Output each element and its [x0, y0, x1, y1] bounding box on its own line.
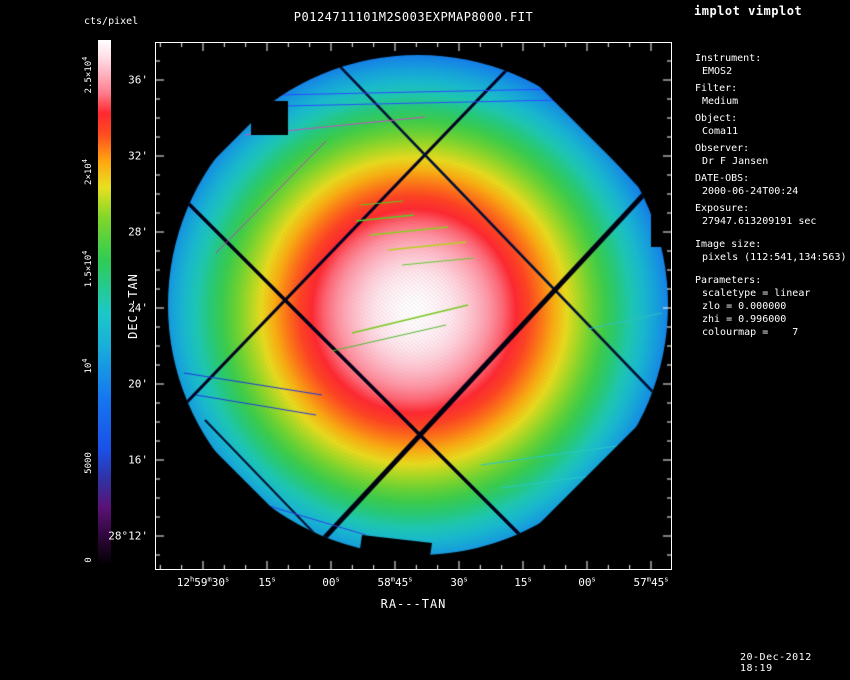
- x-tick-label: 57m45s: [633, 575, 669, 589]
- info-value: 27947.613209191 sec: [702, 216, 817, 227]
- y-tick-label: 24': [128, 301, 148, 315]
- colorbar-unit-label: cts/pixel: [84, 16, 139, 27]
- y-tick-label: 20': [128, 377, 148, 391]
- info-group: Image size: pixels (112:541,134:563): [695, 238, 849, 264]
- x-tick-label: 30s: [450, 575, 468, 589]
- info-label: Observer:: [695, 143, 750, 154]
- info-group: Filter: Medium: [695, 82, 849, 108]
- info-label: Image size:: [695, 239, 762, 250]
- info-label: Exposure:: [695, 203, 750, 214]
- plot-area: [155, 42, 672, 570]
- render-timestamp: 20-Dec-2012 18:19: [740, 652, 812, 674]
- x-tick-label: 00s: [578, 575, 596, 589]
- y-tick-label: 32': [128, 149, 148, 163]
- app-title: implot vimplot: [694, 4, 803, 18]
- plot-title: P0124711101M2S003EXPMAP8000.FIT: [293, 10, 534, 24]
- info-group: Instrument: EMOS2: [695, 52, 849, 78]
- x-tick-label: 15s: [514, 575, 532, 589]
- info-value: pixels (112:541,134:563): [702, 252, 847, 263]
- y-tick-label: 28': [128, 225, 148, 239]
- info-value: Medium: [702, 96, 739, 107]
- x-tick-label: 12h59m30s: [176, 575, 230, 589]
- info-label: Parameters:: [695, 275, 762, 286]
- info-value: Coma11: [702, 126, 739, 137]
- info-label: DATE-OBS:: [695, 173, 750, 184]
- x-axis-title: RA---TAN: [380, 597, 447, 611]
- x-tick-label: 00s: [322, 575, 340, 589]
- info-value: Dr F Jansen: [702, 156, 769, 167]
- info-value: EMOS2: [702, 66, 733, 77]
- colorbar-tick-label: 0: [84, 557, 94, 563]
- info-group: Parameters: scaletype = linear zlo = 0.000…: [695, 274, 849, 339]
- info-label: Filter:: [695, 83, 738, 94]
- info-value: colourmap = 7: [702, 327, 799, 338]
- info-value: scaletype = linear: [702, 288, 811, 299]
- x-tick-label: 15s: [258, 575, 276, 589]
- colorbar-tick-label: 1.5×104: [81, 250, 94, 288]
- x-tick-label: 58m45s: [377, 575, 413, 589]
- colorbar-tick-label: 104: [81, 358, 94, 374]
- colorbar-gradient: [98, 40, 111, 565]
- exposure-map-canvas: [156, 43, 671, 569]
- y-tick-label: 16': [128, 453, 148, 467]
- info-value: 2000-06-24T00:24: [702, 186, 799, 197]
- info-group: Exposure: 27947.613209191 sec: [695, 202, 849, 228]
- colorbar-tick-label: 2.5×104: [81, 56, 94, 94]
- colorbar-tick-label: 2×104: [81, 159, 94, 185]
- colorbar-tick-label: 5000: [84, 452, 94, 474]
- y-tick-label: 28°12': [108, 529, 148, 543]
- info-label: Instrument:: [695, 53, 762, 64]
- info-group: Object: Coma11: [695, 112, 849, 138]
- info-value: zhi = 0.996000: [702, 314, 787, 325]
- info-label: Object:: [695, 113, 738, 124]
- info-value: zlo = 0.000000: [702, 301, 787, 312]
- info-group: Observer: Dr F Jansen: [695, 142, 849, 168]
- info-panel: Instrument: EMOS2 Filter: Medium Object: Coma…: [695, 52, 849, 343]
- y-tick-label: 36': [128, 73, 148, 87]
- info-group: DATE-OBS: 2000-06-24T00:24: [695, 172, 849, 198]
